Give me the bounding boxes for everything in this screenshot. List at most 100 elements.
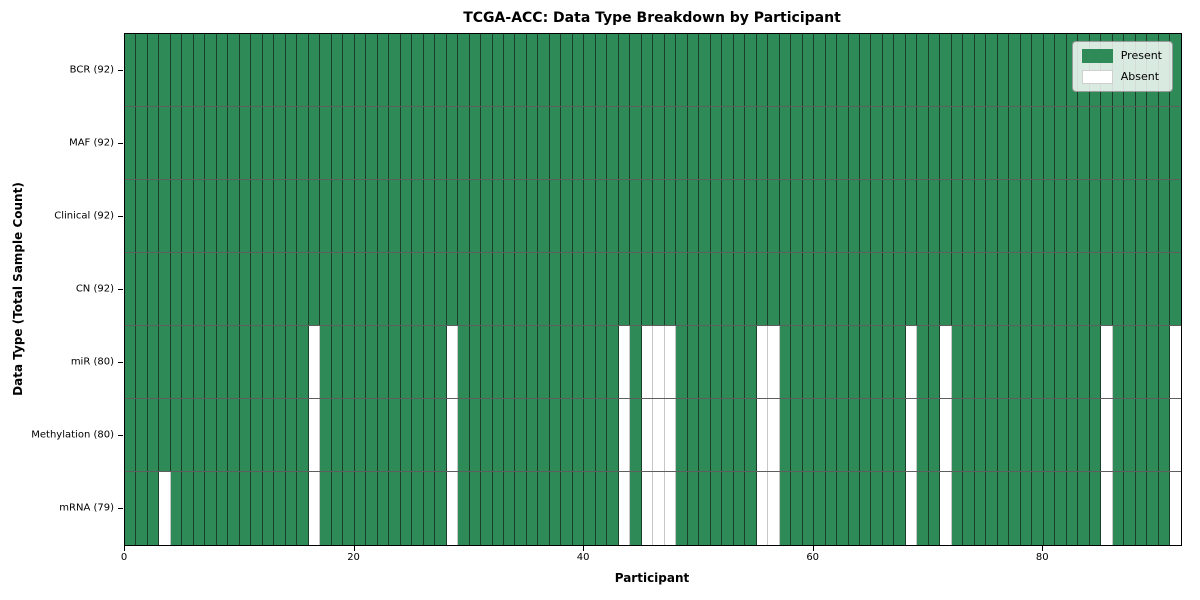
heatmap-cell: [297, 326, 309, 398]
heatmap-cell: [963, 180, 975, 252]
heatmap-cell: [905, 107, 918, 179]
heatmap-cell: [1147, 399, 1159, 471]
heatmap-cell: [710, 253, 723, 325]
heatmap-cell: [377, 472, 390, 545]
heatmap-cell: [285, 472, 298, 545]
heatmap-cell: [285, 399, 298, 471]
heatmap-cell: [733, 326, 746, 398]
heatmap-cell: [216, 399, 229, 471]
heatmap-cell: [377, 399, 390, 471]
heatmap-cell: [538, 253, 550, 325]
heatmap-cell: [951, 34, 964, 106]
heatmap-cell: [446, 399, 459, 471]
legend-item-absent: Absent: [1081, 70, 1162, 84]
heatmap-cell: [722, 34, 734, 106]
heatmap-cell: [366, 472, 378, 545]
heatmap-cell: [641, 472, 654, 545]
heatmap-cell: [274, 180, 286, 252]
heatmap-cell: [182, 399, 194, 471]
heatmap-cell: [297, 107, 309, 179]
heatmap-cell: [905, 399, 918, 471]
heatmap-cell: [262, 472, 275, 545]
heatmap-cell: [274, 253, 286, 325]
heatmap-cell: [354, 180, 367, 252]
heatmap-cell: [538, 34, 550, 106]
heatmap-cell: [481, 107, 493, 179]
legend-item-present: Present: [1081, 49, 1162, 63]
heatmap-cell: [1124, 326, 1136, 398]
y-tick-label: Clinical (92): [54, 210, 114, 221]
heatmap-cell: [446, 253, 459, 325]
heatmap-cell: [1170, 34, 1181, 106]
heatmap-cell: [848, 326, 860, 398]
heatmap-cell: [205, 253, 217, 325]
heatmap-cell: [837, 180, 849, 252]
heatmap-cell: [1032, 107, 1044, 179]
heatmap-cell: [251, 253, 263, 325]
heatmap-cell: [469, 107, 482, 179]
heatmap-cell: [710, 399, 723, 471]
heatmap-cell: [308, 34, 321, 106]
heatmap-cell: [791, 180, 803, 252]
heatmap-cell: [699, 34, 711, 106]
heatmap-cell: [664, 180, 677, 252]
heatmap-cell: [515, 34, 527, 106]
heatmap-cell: [1066, 326, 1079, 398]
heatmap-cell: [400, 399, 413, 471]
heatmap-cell: [653, 253, 665, 325]
heatmap-cell: [837, 253, 849, 325]
heatmap-cell: [825, 472, 838, 545]
heatmap-cell: [1020, 472, 1033, 545]
heatmap-cell: [170, 180, 183, 252]
heatmap-cell: [756, 399, 769, 471]
heatmap-cell: [1043, 253, 1056, 325]
heatmap-cell: [343, 253, 355, 325]
heatmap-cell: [1112, 326, 1125, 398]
heatmap-cell: [285, 34, 298, 106]
heatmap-cell: [343, 34, 355, 106]
heatmap-cell: [699, 399, 711, 471]
heatmap-cell: [974, 107, 987, 179]
heatmap-cell: [549, 326, 562, 398]
heatmap-cell: [515, 326, 527, 398]
heatmap-cell: [814, 180, 826, 252]
heatmap-cell: [825, 399, 838, 471]
heatmap-cell: [940, 326, 952, 398]
heatmap-cell: [940, 180, 952, 252]
heatmap-cell: [503, 472, 516, 545]
heatmap-cell: [331, 34, 344, 106]
heatmap-cell: [882, 34, 895, 106]
heatmap-cell: [147, 472, 160, 545]
heatmap-cell: [963, 326, 975, 398]
heatmap-cell: [733, 180, 746, 252]
heatmap-cell: [710, 472, 723, 545]
heatmap-cell: [159, 34, 171, 106]
heatmap-cell: [262, 107, 275, 179]
heatmap-cell: [871, 399, 883, 471]
heatmap-cell: [572, 107, 585, 179]
heatmap-cell: [412, 34, 424, 106]
heatmap-cell: [549, 34, 562, 106]
heatmap-cell: [125, 326, 137, 398]
heatmap-cell: [228, 253, 240, 325]
heatmap-cell: [216, 34, 229, 106]
heatmap-cell: [526, 253, 539, 325]
heatmap-cell: [733, 34, 746, 106]
plot-area: Present Absent: [124, 33, 1182, 546]
heatmap-cell: [837, 34, 849, 106]
heatmap-cell: [595, 34, 608, 106]
heatmap-cell: [653, 180, 665, 252]
heatmap-cell: [779, 326, 792, 398]
y-tick-mark: [118, 215, 123, 217]
heatmap-cell: [722, 253, 734, 325]
heatmap-cell: [400, 180, 413, 252]
present-swatch: [1081, 49, 1113, 63]
heatmap-cell: [274, 107, 286, 179]
heatmap-cell: [951, 107, 964, 179]
heatmap-cell: [974, 34, 987, 106]
heatmap-cell: [676, 399, 688, 471]
heatmap-cell: [193, 180, 206, 252]
heatmap-cell: [538, 472, 550, 545]
heatmap-cell: [125, 34, 137, 106]
